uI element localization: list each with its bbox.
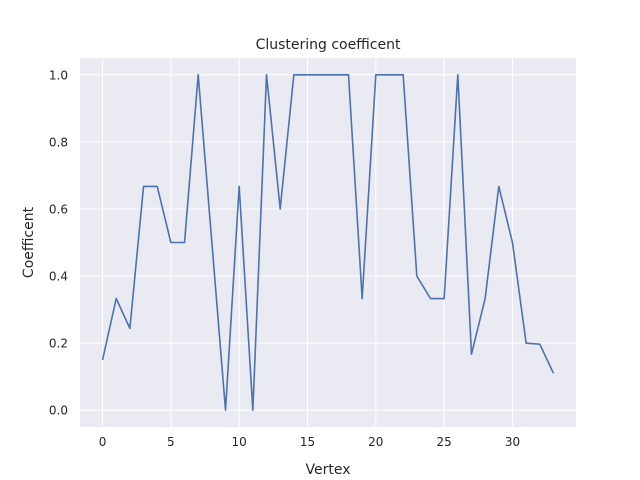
chart-title: Clustering coefficent xyxy=(256,37,401,53)
y-axis-ticks: 0.0 0.2 0.4 0.6 0.8 1.0 xyxy=(49,68,68,417)
y-tick-label: 1.0 xyxy=(49,68,68,82)
series-layer xyxy=(101,73,555,412)
y-tick-label: 0.2 xyxy=(49,337,68,351)
series-line xyxy=(101,73,555,412)
x-tick-label: 25 xyxy=(437,435,452,449)
x-axis-label: Vertex xyxy=(305,462,350,478)
x-tick-label: 30 xyxy=(505,435,520,449)
x-tick-label: 15 xyxy=(300,435,315,449)
y-tick-label: 0.6 xyxy=(49,202,68,216)
y-axis-label: Coefficent xyxy=(21,206,37,278)
x-axis-ticks: 0 5 10 15 20 25 30 xyxy=(99,435,520,449)
y-tick-label: 0.8 xyxy=(49,135,68,149)
x-tick-label: 0 xyxy=(99,435,107,449)
x-tick-label: 5 xyxy=(167,435,175,449)
x-tick-label: 10 xyxy=(232,435,247,449)
x-tick-label: 20 xyxy=(368,435,383,449)
y-tick-label: 0.4 xyxy=(49,270,68,284)
y-tick-label: 0.0 xyxy=(49,404,68,418)
plot-area xyxy=(80,58,576,427)
